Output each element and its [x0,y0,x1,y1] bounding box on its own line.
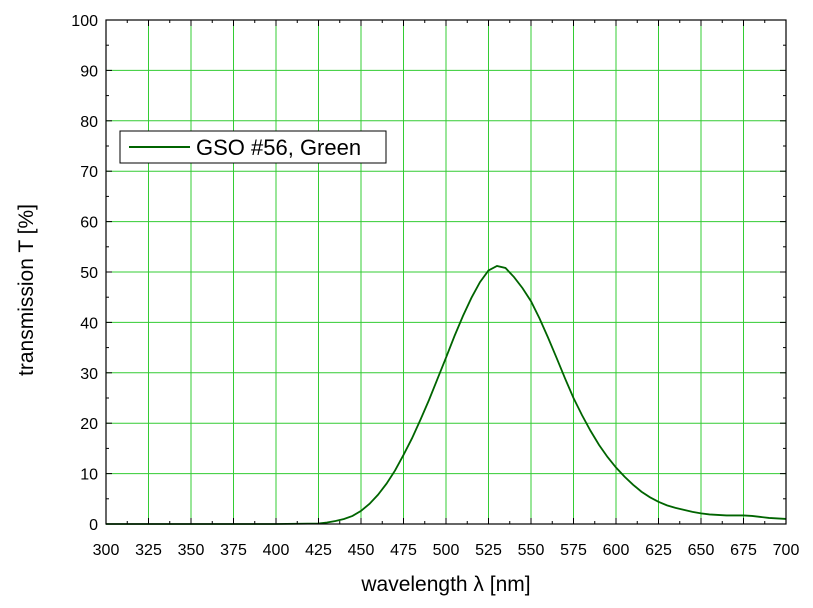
x-tick-label-400: 400 [263,542,290,559]
y-tick-label-30: 30 [80,366,98,383]
y-tick-label-40: 40 [80,315,98,332]
x-tick-label-450: 450 [348,542,375,559]
y-tick-label-60: 60 [80,215,98,232]
x-tick-label-650: 650 [688,542,715,559]
x-tick-label-675: 675 [730,542,757,559]
axis-ticks [105,19,787,525]
x-tick-label-600: 600 [603,542,630,559]
y-tick-label-90: 90 [80,63,98,80]
y-tick-label-0: 0 [89,517,98,534]
y-tick-label-10: 10 [80,467,98,484]
x-tick-label-500: 500 [433,542,460,559]
x-tick-label-550: 550 [518,542,545,559]
x-tick-label-475: 475 [390,542,417,559]
series-line-gso-56-green [106,264,787,525]
y-tick-label-80: 80 [80,114,98,131]
legend-label: GSO #56, Green [196,135,361,160]
x-tick-label-350: 350 [178,542,205,559]
x-axis-title: wavelength λ [nm] [360,573,530,596]
x-tick-label-575: 575 [560,542,587,559]
x-tick-label-300: 300 [93,542,120,559]
x-tick-label-700: 700 [773,542,800,559]
x-tick-label-325: 325 [135,542,162,559]
x-tick-label-375: 375 [220,542,247,559]
y-tick-label-20: 20 [80,416,98,433]
y-tick-label-70: 70 [80,164,98,181]
grid-lines [106,20,786,524]
x-tick-label-425: 425 [305,542,332,559]
x-tick-label-525: 525 [475,542,502,559]
y-axis-title: transmission T [%] [15,204,38,376]
tick-labels: 300 325 350 375 400 425 450 475 500 525 550 575 600 6… [71,13,799,559]
x-tick-label-625: 625 [645,542,672,559]
legend: GSO #56, Green [119,130,387,164]
y-tick-label-100: 100 [71,13,98,30]
y-tick-label-50: 50 [80,265,98,282]
